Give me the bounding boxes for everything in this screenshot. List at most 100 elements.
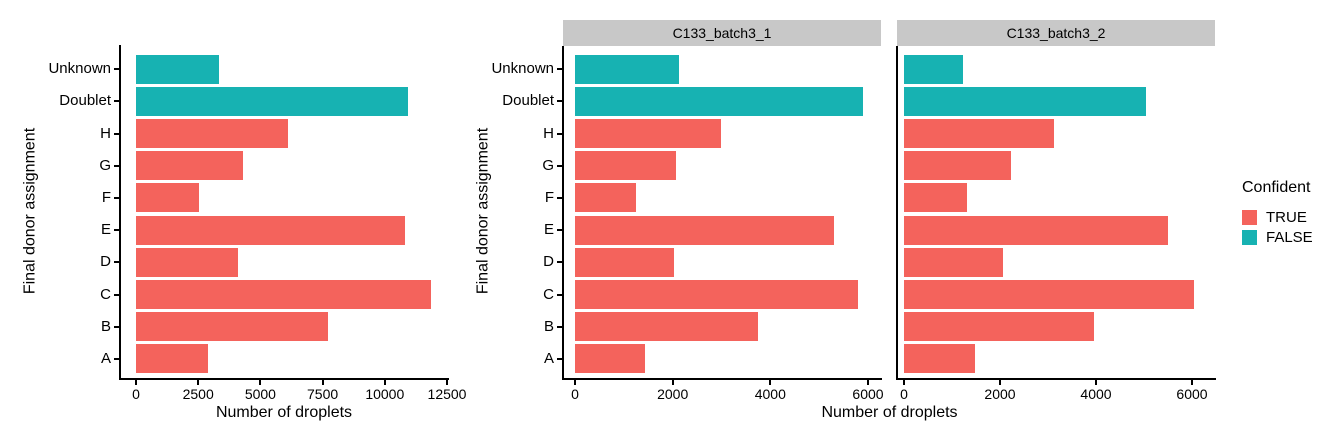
bar-c (575, 280, 859, 309)
y-axis-tick (114, 132, 120, 135)
bar-doublet (904, 86, 1147, 116)
bar-b (904, 312, 1095, 342)
x-axis-tick (574, 380, 576, 385)
y-axis-tick (557, 261, 563, 264)
x-tick-label: 6000 (1176, 386, 1208, 402)
plot-panel-batch3-2 (897, 46, 1215, 378)
y-label-b: B (100, 317, 111, 335)
x-axis-tick (383, 380, 386, 385)
bar-f (136, 183, 200, 213)
y-axis-tick (114, 100, 120, 103)
bar-h (904, 119, 1054, 148)
y-axis-tick (557, 100, 563, 103)
y-label-g: G (99, 156, 111, 174)
plot-panel-combined (120, 45, 448, 378)
x-tick-label: 4000 (1080, 386, 1112, 402)
y-label-c: C (543, 285, 554, 303)
bar-unknown (575, 54, 679, 84)
x-axis-tick (321, 380, 324, 385)
y-label-e: E (543, 221, 554, 239)
x-tick-label: 0 (900, 386, 908, 402)
y-label-h: H (543, 124, 554, 142)
x-axis-title-facets: Number of droplets (821, 404, 958, 421)
x-axis-line-left (119, 378, 449, 380)
legend-label-true: TRUE (1266, 208, 1307, 226)
y-label-unknown: Unknown (48, 60, 111, 78)
y-axis-tick (557, 357, 563, 360)
bar-d (136, 247, 238, 277)
y-label-d: D (543, 253, 554, 271)
legend-title: Confident (1242, 179, 1311, 196)
x-tick-label: 6000 (852, 386, 884, 402)
plot-panel-batch3-1 (563, 46, 881, 378)
y-axis-tick (557, 325, 563, 328)
y-axis-line-facet1 (562, 46, 564, 380)
y-axis-tick (114, 357, 120, 360)
x-axis-tick (446, 380, 448, 385)
x-axis-tick (1095, 380, 1097, 385)
bar-h (136, 119, 288, 148)
y-axis-tick (114, 196, 120, 199)
bar-f (904, 183, 967, 213)
legend-label-false: FALSE (1266, 228, 1313, 246)
y-axis-tick (114, 261, 120, 264)
bar-a (904, 344, 975, 374)
bar-doublet (575, 86, 864, 116)
x-axis-tick (769, 380, 772, 385)
y-axis-tick (557, 68, 563, 71)
x-axis-tick (135, 380, 137, 385)
y-label-a: A (543, 349, 554, 367)
y-axis-tick (557, 229, 563, 232)
x-tick-label: 5000 (244, 386, 276, 402)
facet-strip-batch3-2: C133_batch3_2 (897, 20, 1215, 46)
x-tick-label: 7500 (307, 386, 339, 402)
bar-f (575, 183, 636, 213)
y-axis-labels-facets: Unknown Doublet H G F E D C B A (443, 45, 563, 378)
y-label-g: G (542, 156, 554, 174)
y-label-c: C (100, 285, 111, 303)
y-label-doublet: Doublet (502, 92, 554, 110)
bar-g (575, 151, 677, 181)
x-axis-tick (671, 380, 674, 385)
x-tick-label: 2500 (182, 386, 214, 402)
bar-c (136, 280, 431, 309)
y-axis-tick (114, 293, 120, 296)
bar-e (575, 215, 834, 245)
bar-unknown (904, 54, 963, 84)
legend-item-true: TRUE (1242, 207, 1313, 227)
bar-e (904, 215, 1168, 245)
x-tick-label: 0 (571, 386, 579, 402)
x-axis-tick (1191, 380, 1193, 385)
x-axis-facet1: 0 2000 4000 6000 (563, 380, 884, 406)
legend-swatch-true-icon (1242, 209, 1257, 225)
y-axis-tick (114, 164, 120, 167)
bar-g (136, 151, 243, 181)
x-tick-label: 12500 (427, 386, 467, 402)
x-axis-left: 0 2500 5000 7500 10000 12500 (120, 380, 466, 406)
x-axis-tick (197, 380, 200, 385)
bar-h (575, 119, 721, 148)
y-label-unknown: Unknown (491, 60, 554, 78)
bar-d (904, 247, 1004, 277)
x-tick-label: 10000 (365, 386, 405, 402)
legend-swatch-false-icon (1242, 229, 1257, 245)
bar-c (904, 280, 1195, 309)
x-axis-tick (259, 380, 262, 385)
y-label-a: A (100, 349, 111, 367)
y-axis-line-facet2 (896, 46, 898, 380)
y-axis-tick (557, 164, 563, 167)
x-tick-label: 0 (132, 386, 140, 402)
facet-strip-batch3-1: C133_batch3_1 (563, 20, 881, 46)
bar-a (575, 344, 645, 374)
y-axis-labels-left: Unknown Doublet H G F E D C B A (0, 45, 120, 378)
x-axis-line-facet1 (562, 378, 882, 380)
legend-item-false: FALSE (1242, 227, 1313, 247)
y-label-d: D (100, 253, 111, 271)
y-label-h: H (100, 124, 111, 142)
x-axis-title-left: Number of droplets (215, 404, 353, 421)
x-tick-label: 2000 (984, 386, 1016, 402)
x-axis-tick (867, 380, 869, 385)
y-axis-tick (557, 196, 563, 199)
y-label-e: E (100, 221, 111, 239)
